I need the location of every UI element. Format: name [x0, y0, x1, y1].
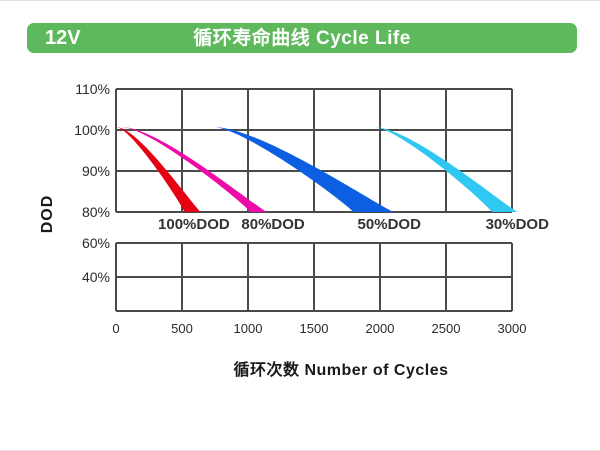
y-tick-100: 100% — [74, 122, 110, 138]
battery-voltage-label: 12V — [45, 27, 81, 49]
cycle-band-50dod — [213, 127, 394, 212]
header-bar: 12V 循环寿命曲线 Cycle Life — [27, 23, 577, 53]
y-tick-40: 40% — [81, 269, 110, 285]
cycle-band-80dod — [121, 127, 267, 212]
x-tick-1000: 1000 — [233, 321, 263, 336]
chart-title: 循环寿命曲线 Cycle Life — [193, 28, 411, 49]
x-tick-1500: 1500 — [299, 321, 329, 336]
x-tick-3000: 3000 — [497, 321, 527, 336]
cycle-band-100dod — [116, 127, 201, 212]
curve-label-100dod: 100%DOD — [158, 216, 230, 233]
y-tick-90: 90% — [81, 163, 110, 179]
x-axis-title: 循环次数 Number of Cycles — [233, 362, 449, 379]
x-tick-2500: 2500 — [431, 321, 461, 336]
curve-label-80dod: 80%DOD — [241, 216, 305, 233]
y-tick-110: 110% — [75, 81, 110, 97]
y-tick-80: 80% — [81, 204, 110, 220]
y-tick-60: 60% — [81, 235, 110, 251]
curve-label-50dod: 50%DOD — [357, 216, 421, 233]
x-tick-500: 500 — [171, 321, 193, 336]
curve-label-30dod: 30%DOD — [485, 216, 549, 233]
y-axis-title: DOD — [39, 194, 56, 234]
cycle-band-30dod — [373, 127, 518, 212]
x-tick-2000: 2000 — [365, 321, 395, 336]
x-tick-0: 0 — [112, 321, 120, 336]
